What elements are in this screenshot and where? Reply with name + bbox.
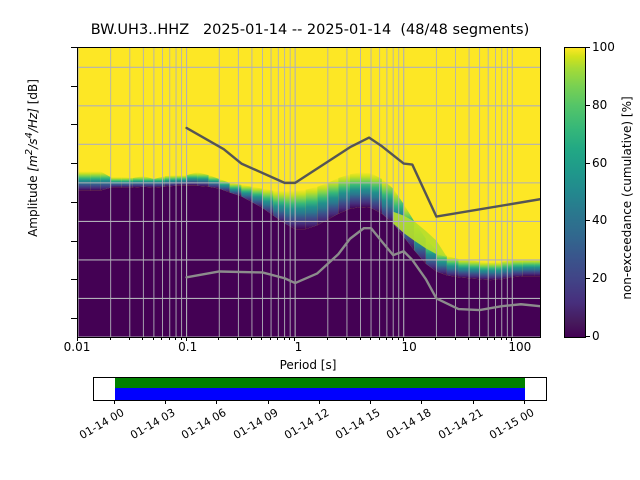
noise-model-lines [185, 126, 540, 312]
x-tick-label-2: 1 [294, 340, 303, 354]
timeline-tickmark [421, 400, 423, 404]
timeline-tickmark [113, 400, 115, 404]
x-tick-label-0: 0.01 [63, 340, 91, 354]
timeline-tickmark [216, 400, 218, 404]
colorbar-tickmark [585, 47, 590, 48]
timeline-tick-label: 01-14 12 [281, 406, 332, 442]
x-tickmark-major [77, 337, 78, 341]
plot-gridlines [78, 48, 540, 337]
x-tickmark-minor [237, 337, 239, 340]
ppsd-plot-area[interactable] [77, 47, 541, 338]
x-tick-label-1: 0.1 [178, 340, 198, 354]
x-tickmark-minor [359, 337, 361, 340]
coverage-bar-blue [114, 388, 525, 400]
x-tickmark-minor [397, 337, 399, 340]
colorbar-tickmark [585, 278, 590, 280]
x-tickmark-minor [345, 337, 347, 340]
x-tickmark-minor [326, 337, 328, 340]
x-tickmark-major [294, 337, 296, 341]
colorbar-tick-label-1: 20 [592, 271, 608, 286]
timeline-tickmark [523, 400, 525, 404]
colorbar[interactable] [564, 47, 586, 338]
timeline-tickmark [267, 400, 269, 404]
ppsd-density-fill [78, 171, 540, 337]
y-axis-label: Amplitude [m2/s4/Hz] [dB] [24, 79, 40, 237]
page-title: BW.UH3..HHZ 2025-01-14 -- 2025-01-14 (48… [90, 22, 530, 38]
x-axis-label: Period [s] [279, 358, 337, 372]
coverage-bar-green [114, 378, 525, 388]
timeline-tickmark [318, 400, 320, 404]
x-tickmark-minor [468, 337, 470, 340]
colorbar-tick-label-3: 60 [592, 155, 608, 170]
colorbar-tick-label-4: 80 [592, 97, 608, 112]
y-tickmark [71, 318, 77, 319]
x-tickmark-minor [392, 337, 394, 340]
x-tickmark-minor [500, 337, 502, 340]
y-tickmark [71, 163, 77, 164]
x-tickmark-minor [487, 337, 489, 340]
x-tickmark-minor [385, 337, 387, 340]
timeline-tick-label: 01-15 00 [486, 406, 537, 442]
x-tickmark-minor [494, 337, 496, 340]
colorbar-tickmark [585, 336, 590, 337]
x-tickmark-minor [454, 337, 456, 340]
y-tickmark [71, 279, 77, 281]
x-tickmark-major [511, 337, 513, 341]
data-coverage-timeline[interactable] [93, 377, 547, 401]
y-tickmark [71, 124, 77, 126]
timeline-tick-label: 01-14 03 [128, 406, 178, 442]
x-tickmark-minor [478, 337, 480, 340]
x-tickmark-minor [277, 337, 279, 340]
x-tickmark-minor [175, 337, 177, 340]
x-tick-label-3: 10 [401, 340, 417, 354]
x-tickmark-minor [218, 337, 220, 340]
x-tickmark-minor [161, 337, 163, 340]
x-tickmark-minor [109, 337, 111, 340]
x-tickmark-minor [370, 337, 372, 340]
x-tickmark-major [185, 337, 187, 341]
ppsd-canvas [78, 48, 540, 337]
timeline-tick-label: 01-14 06 [179, 406, 229, 442]
colorbar-tick-label-0: 0 [592, 329, 600, 343]
timeline-tickmark [472, 400, 474, 404]
y-tickmark [71, 47, 77, 48]
y-tickmark [71, 85, 77, 87]
timeline-tick-label: 01-14 15 [333, 406, 383, 442]
x-tickmark-minor [250, 337, 252, 340]
x-tickmark-minor [289, 337, 291, 340]
colorbar-tick-label-5: 100 [592, 40, 615, 54]
timeline-tickmark [165, 400, 167, 404]
timeline-tick-label: 01-14 18 [384, 406, 434, 442]
x-tickmark-minor [261, 337, 263, 340]
timeline-tickmark [370, 400, 372, 404]
x-tickmark-minor [270, 337, 272, 340]
colorbar-tickmark [585, 162, 590, 164]
timeline-tick-label: 01-14 09 [230, 406, 281, 442]
x-tickmark-minor [168, 337, 170, 340]
colorbar-label: non-exceedance (cumulative) [%] [620, 96, 634, 300]
colorbar-tickmark [585, 104, 590, 106]
x-tickmark-minor [128, 337, 130, 340]
x-tickmark-minor [378, 337, 380, 340]
colorbar-tickmark [585, 220, 590, 222]
x-tickmark-minor [152, 337, 154, 340]
x-tick-label-4: 100 [508, 340, 532, 354]
x-tickmark-minor [142, 337, 144, 340]
timeline-tick-label: 01-14 21 [435, 406, 485, 442]
y-tickmark [71, 201, 77, 203]
x-tickmark-minor [283, 337, 285, 340]
x-tickmark-major [402, 337, 404, 341]
x-tickmark-minor [180, 337, 182, 340]
x-tickmark-minor [435, 337, 437, 340]
y-tickmark [71, 240, 77, 242]
x-tickmark-minor [506, 337, 508, 340]
timeline-tick-label: 01-14 00 [76, 406, 127, 442]
colorbar-tick-label-2: 40 [592, 213, 608, 228]
